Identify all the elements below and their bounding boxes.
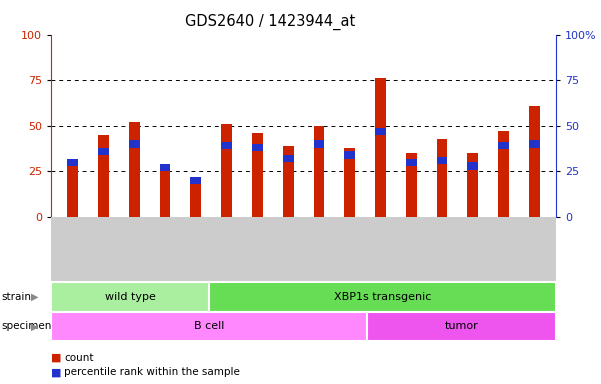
Bar — [252, 133, 263, 217]
Text: ▶: ▶ — [31, 321, 38, 331]
Bar — [529, 141, 540, 148]
Bar — [498, 131, 509, 217]
Text: B cell: B cell — [194, 321, 224, 331]
Bar — [406, 159, 416, 166]
Bar — [51, 312, 367, 341]
Bar — [191, 179, 201, 217]
Bar — [129, 122, 139, 217]
Text: count: count — [64, 353, 94, 363]
Bar — [67, 159, 78, 166]
Bar — [406, 153, 416, 217]
Bar — [282, 155, 293, 162]
Bar — [191, 177, 201, 184]
Text: XBP1s transgenic: XBP1s transgenic — [334, 292, 431, 302]
Bar — [314, 141, 325, 148]
Text: percentile rank within the sample: percentile rank within the sample — [64, 367, 240, 377]
Bar — [221, 142, 232, 149]
Text: wild type: wild type — [105, 292, 156, 302]
Text: strain: strain — [1, 292, 31, 302]
Text: specimen: specimen — [1, 321, 52, 331]
Bar — [67, 161, 78, 217]
Bar — [468, 162, 478, 170]
Bar — [367, 312, 556, 341]
Bar — [498, 142, 509, 149]
Bar — [529, 106, 540, 217]
Bar — [221, 124, 232, 217]
Bar — [252, 144, 263, 151]
Bar — [98, 148, 109, 155]
Text: ■: ■ — [51, 367, 61, 377]
Bar — [209, 282, 556, 312]
Text: tumor: tumor — [444, 321, 478, 331]
Bar — [98, 135, 109, 217]
Bar — [314, 126, 325, 217]
Bar — [437, 139, 447, 217]
Text: GDS2640 / 1423944_at: GDS2640 / 1423944_at — [185, 13, 356, 30]
Bar — [375, 78, 386, 217]
Bar — [160, 164, 170, 171]
Bar — [51, 282, 209, 312]
Text: ▶: ▶ — [31, 292, 38, 302]
Bar — [344, 151, 355, 159]
Bar — [282, 146, 293, 217]
Bar — [437, 157, 447, 164]
Bar — [375, 127, 386, 135]
Bar — [468, 153, 478, 217]
Bar — [160, 168, 170, 217]
Bar — [344, 148, 355, 217]
Text: ■: ■ — [51, 353, 61, 363]
Bar — [129, 141, 139, 148]
